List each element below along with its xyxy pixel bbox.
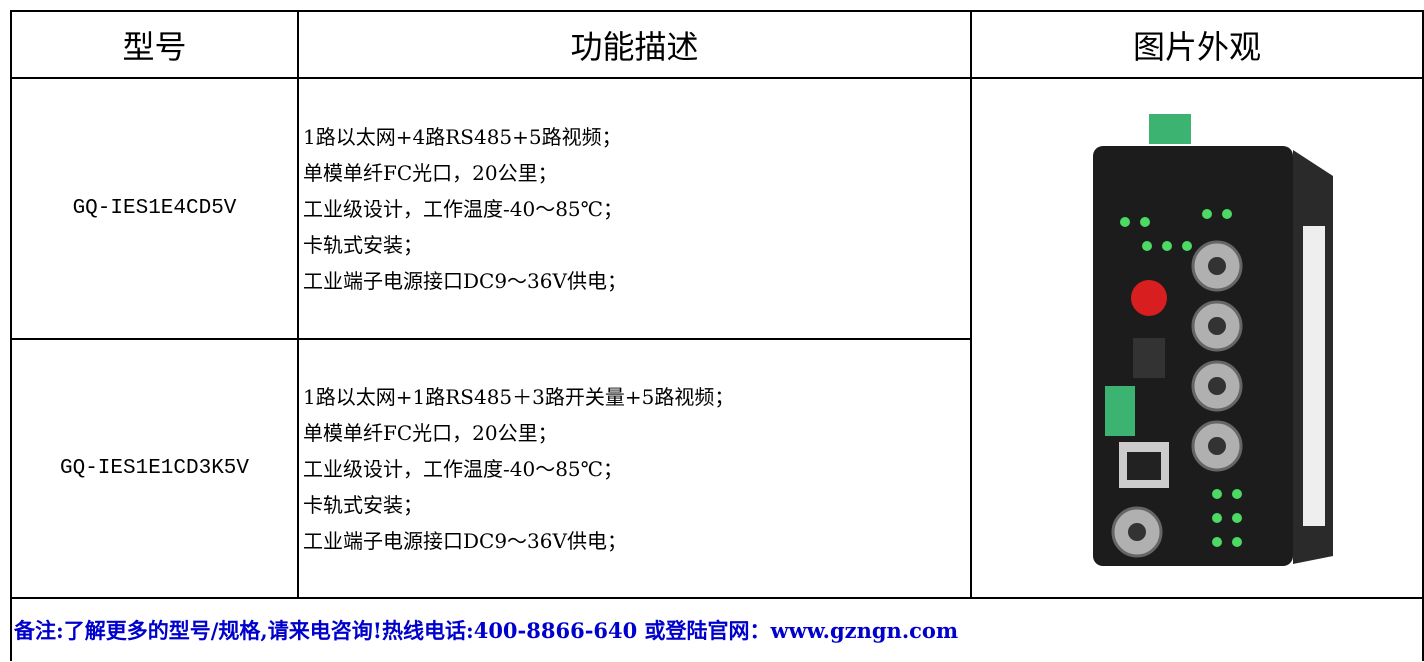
header-cell: 图片外观 [970, 10, 1424, 79]
note: 备注:了解更多的型号/规格,请来电咨询!热线电话:400-8866-640 或登… [10, 597, 1424, 661]
header-cell: 型号 [10, 10, 299, 79]
description-line: 工业级设计，工作温度-40～85℃； [303, 456, 624, 481]
rail [1303, 226, 1325, 526]
description-cell: 1路以太网+1路RS485＋3路开关量+5路视频； 单模单纤FC光口，20公里；… [297, 338, 972, 599]
description-line: 1路以太网+1路RS485＋3路开关量+5路视频； [303, 384, 735, 409]
description-line: 卡轨式安装； [303, 232, 423, 257]
description-cell: 1路以太网+4路RS485+5路视频； 单模单纤FC光口，20公里； 工业级设计… [297, 77, 972, 340]
spec-table: 型号 功能描述 图片外观 GQ-IES1E4CD5V 1路以太网+4路RS485… [10, 10, 1424, 661]
description-line: 工业端子电源接口DC9～36V供电； [303, 268, 627, 293]
description-line: 单模单纤FC光口，20公里； [303, 160, 558, 185]
description-line: 工业端子电源接口DC9～36V供电； [303, 528, 627, 553]
terminal-block [1149, 114, 1191, 144]
image-cell [970, 77, 1424, 599]
data-terminal [1105, 386, 1135, 436]
description-line: 1路以太网+4路RS485+5路视频； [303, 124, 622, 149]
description-line: 卡轨式安装； [303, 492, 423, 517]
fiber-slot [1133, 338, 1165, 378]
leds [1120, 209, 1242, 547]
model-cell: GQ-IES1E1CD3K5V [10, 338, 299, 599]
fiber-port [1131, 280, 1167, 316]
product-image [1093, 114, 1333, 566]
model-cell: GQ-IES1E4CD5V [10, 77, 299, 340]
device-front [1093, 146, 1293, 566]
bnc-centers [1128, 257, 1226, 541]
header-cell: 功能描述 [297, 10, 972, 79]
rj45-opening [1127, 452, 1161, 480]
description-line: 工业级设计，工作温度-40～85℃； [303, 196, 624, 221]
description-line: 单模单纤FC光口，20公里； [303, 420, 558, 445]
